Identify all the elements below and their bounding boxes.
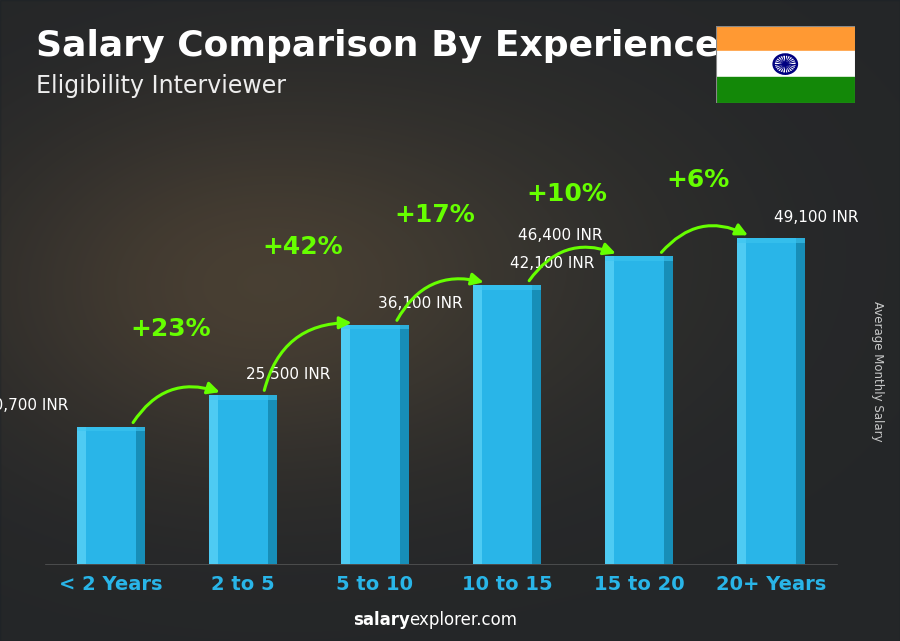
Bar (605, 256, 673, 261)
Text: +10%: +10% (526, 183, 607, 206)
Text: 36,100 INR: 36,100 INR (378, 296, 463, 312)
Bar (716, 51, 855, 77)
Bar (137, 427, 145, 564)
Bar (209, 395, 277, 564)
Bar (209, 395, 277, 399)
Text: 49,100 INR: 49,100 INR (774, 210, 858, 225)
Bar (796, 238, 806, 564)
Bar (472, 285, 541, 564)
Bar (268, 395, 277, 564)
Bar (76, 427, 86, 564)
Bar (400, 325, 410, 564)
Bar (533, 285, 541, 564)
Text: salary: salary (353, 612, 410, 629)
Text: Average Monthly Salary: Average Monthly Salary (871, 301, 884, 442)
Text: Salary Comparison By Experience: Salary Comparison By Experience (36, 29, 719, 63)
Bar (737, 238, 806, 243)
Bar (737, 238, 806, 564)
Text: +42%: +42% (262, 235, 343, 260)
Bar (472, 285, 482, 564)
Bar (716, 77, 855, 103)
Bar (664, 256, 673, 564)
Text: +23%: +23% (130, 317, 211, 341)
Bar (737, 238, 745, 564)
Bar (209, 395, 218, 564)
Bar (341, 325, 349, 564)
Text: 42,100 INR: 42,100 INR (509, 256, 594, 271)
Bar (605, 256, 614, 564)
Text: +17%: +17% (394, 203, 475, 227)
Text: explorer.com: explorer.com (410, 612, 518, 629)
FancyBboxPatch shape (702, 16, 869, 112)
Bar (341, 325, 410, 329)
Text: 46,400 INR: 46,400 INR (518, 228, 602, 243)
Text: Eligibility Interviewer: Eligibility Interviewer (36, 74, 286, 97)
Circle shape (784, 63, 787, 65)
Text: +6%: +6% (667, 169, 730, 192)
Text: 20,700 INR: 20,700 INR (0, 398, 68, 413)
Text: 25,500 INR: 25,500 INR (246, 367, 330, 381)
Bar (716, 26, 855, 51)
Bar (76, 427, 145, 431)
Bar (76, 427, 145, 564)
Bar (472, 285, 541, 290)
Bar (605, 256, 673, 564)
Bar (341, 325, 410, 564)
